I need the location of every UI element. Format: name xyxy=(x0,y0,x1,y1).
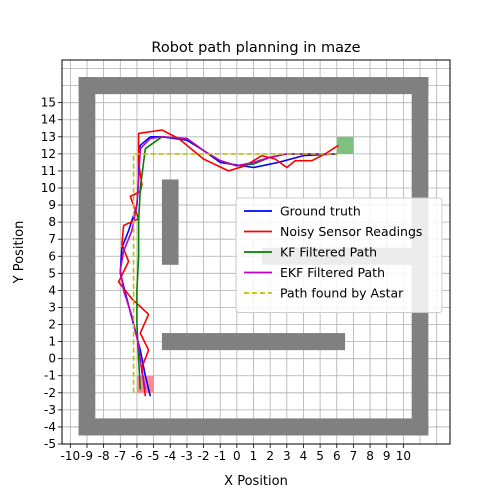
y-axis-label: Y Position xyxy=(12,221,27,285)
series-layer xyxy=(117,129,339,397)
x-tick-label: -10 xyxy=(61,449,81,463)
legend-label-4: Path found by Astar xyxy=(280,286,404,301)
x-tick-label: 7 xyxy=(350,449,358,463)
x-tick-label: 8 xyxy=(366,449,374,463)
y-tick-label: -1 xyxy=(44,369,56,383)
x-tick-label: -7 xyxy=(114,449,126,463)
y-tick-label: 7 xyxy=(48,232,56,246)
x-tick-label: 1 xyxy=(250,449,258,463)
y-tick-label: -3 xyxy=(44,403,56,417)
y-tick-label: -5 xyxy=(44,437,56,451)
x-tick-label: -8 xyxy=(98,449,110,463)
goal-cell xyxy=(336,136,354,154)
y-tick-label: 0 xyxy=(48,352,56,366)
series-line-3 xyxy=(119,136,334,390)
x-tick-label: -2 xyxy=(198,449,210,463)
y-tick-label: -2 xyxy=(44,386,56,400)
y-tick-label: 13 xyxy=(41,130,56,144)
y-tick-label: 11 xyxy=(41,164,56,178)
x-tick-label: -9 xyxy=(81,449,93,463)
y-tick-label: 14 xyxy=(41,113,56,127)
x-tick-label: 5 xyxy=(316,449,324,463)
axes-frame xyxy=(61,59,451,445)
y-tick-label: 5 xyxy=(48,266,56,280)
x-tick-label: 6 xyxy=(333,449,341,463)
y-tick-label: 2 xyxy=(48,318,56,332)
y-tick-label: -4 xyxy=(44,420,56,434)
chart-title: Robot path planning in maze xyxy=(151,40,360,56)
maze-wall xyxy=(78,77,429,95)
x-tick-label: 4 xyxy=(300,449,308,463)
legend-label-1: Noisy Sensor Readings xyxy=(280,224,422,239)
maze-wall xyxy=(78,77,96,436)
x-tick-label: 2 xyxy=(266,449,274,463)
x-tick-label: 9 xyxy=(383,449,391,463)
y-tick-label: 3 xyxy=(48,300,56,314)
tick-layer: -10 -9 -8 -7 -6 -5 -4 -3 -2 -1 0 1 2 3 4 5 6 7 8 9 10-5-4-3-… xyxy=(41,96,411,463)
maze-wall xyxy=(161,333,346,351)
x-tick-label: 0 xyxy=(233,449,241,463)
y-tick-label: 9 xyxy=(48,198,56,212)
legend: Ground truth Noisy Sensor Readings KF Filt… xyxy=(235,197,443,313)
y-tick-label: 6 xyxy=(48,249,56,263)
legend-label-0: Ground truth xyxy=(280,204,361,219)
y-tick-label: 12 xyxy=(41,147,56,161)
series-line-4 xyxy=(132,153,337,393)
legend-label-3: EKF Filtered Path xyxy=(280,265,385,280)
series-line-1 xyxy=(117,129,339,397)
y-tick-label: 15 xyxy=(41,96,56,110)
x-tick-label: -6 xyxy=(131,449,143,463)
x-tick-label: 3 xyxy=(283,449,291,463)
y-tick-label: 10 xyxy=(41,181,56,195)
x-tick-label: 10 xyxy=(396,449,411,463)
x-tick-label: -4 xyxy=(164,449,176,463)
y-tick-label: 8 xyxy=(48,215,56,229)
y-tick-label: 4 xyxy=(48,283,56,297)
x-tick-label: -3 xyxy=(181,449,193,463)
y-tick-label: 1 xyxy=(48,335,56,349)
legend-box xyxy=(235,197,443,313)
x-tick-label: -1 xyxy=(214,449,226,463)
x-axis-label: X Position xyxy=(224,474,288,489)
maze-wall xyxy=(78,418,429,436)
legend-label-2: KF Filtered Path xyxy=(280,245,377,260)
start-cell xyxy=(136,375,154,393)
maze-wall xyxy=(161,179,179,265)
x-tick-label: -5 xyxy=(148,449,160,463)
